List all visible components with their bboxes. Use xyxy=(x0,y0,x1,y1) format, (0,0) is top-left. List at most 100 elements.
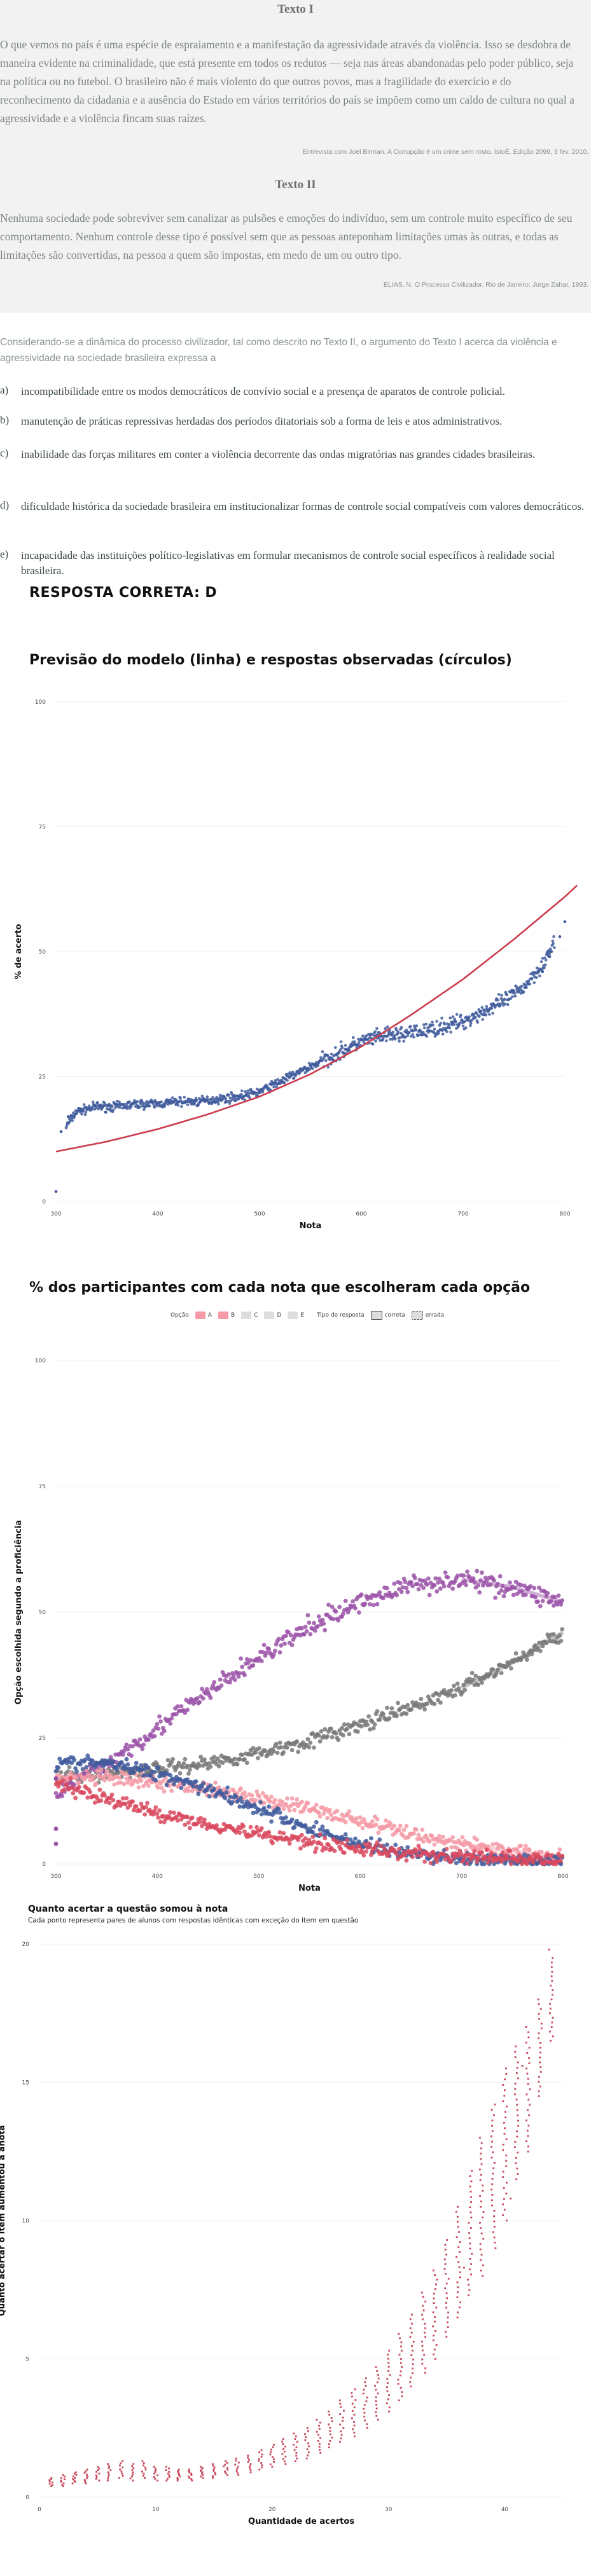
observed-point xyxy=(479,1010,483,1013)
option-c-point xyxy=(257,1807,261,1812)
option-a-point xyxy=(471,1853,476,1857)
gain-point xyxy=(247,2461,249,2463)
gain-point xyxy=(95,2476,98,2478)
gain-point xyxy=(539,2061,541,2064)
option-a-point xyxy=(314,1846,319,1851)
observed-point xyxy=(180,1105,183,1108)
option-e-point xyxy=(557,1633,562,1638)
gain-point xyxy=(155,2469,156,2471)
option-d-point xyxy=(272,1652,276,1657)
option-d-point xyxy=(403,1579,408,1584)
observed-point xyxy=(431,1020,434,1024)
option-b-point xyxy=(123,1771,128,1776)
gain-point xyxy=(515,2099,518,2100)
observed-point xyxy=(228,1102,232,1105)
observed-point xyxy=(499,997,503,1000)
gain-point xyxy=(342,2420,344,2422)
option-d-point xyxy=(461,1573,466,1578)
option-c-point xyxy=(277,1810,282,1815)
option-b-point xyxy=(317,1814,323,1819)
option-c-point xyxy=(353,1836,358,1841)
option-c-point xyxy=(274,1810,279,1815)
option-b-point xyxy=(76,1780,81,1785)
gain-point xyxy=(539,2071,542,2073)
gain-point xyxy=(52,2481,53,2484)
option-b-point xyxy=(102,1778,107,1783)
option-a-point xyxy=(156,1815,161,1820)
observed-point xyxy=(406,1034,410,1038)
gain-point xyxy=(504,2078,506,2081)
observed-point xyxy=(464,1026,468,1029)
gain-point xyxy=(539,2008,542,2010)
option-d-point xyxy=(445,1575,450,1580)
option-a-point xyxy=(185,1814,190,1819)
option-d-point xyxy=(259,1659,264,1664)
gain-point xyxy=(458,2231,460,2233)
gain-point xyxy=(258,2451,260,2453)
gain-point xyxy=(273,2444,275,2446)
option-d-point xyxy=(496,1591,501,1596)
gain-point xyxy=(397,2383,400,2385)
gain-point xyxy=(212,2470,215,2472)
gain-point xyxy=(400,2358,402,2360)
gain-point xyxy=(538,2037,539,2039)
option-d-point xyxy=(175,1704,180,1709)
option-c-point xyxy=(83,1757,88,1762)
option-e-point xyxy=(377,1717,382,1722)
option-e-point xyxy=(330,1735,335,1739)
gain-point xyxy=(141,2460,144,2462)
gain-point xyxy=(410,2331,413,2334)
gain-point xyxy=(364,2381,366,2383)
gain-point xyxy=(401,2350,403,2352)
option-b-point xyxy=(328,1807,332,1812)
gain-point xyxy=(338,2399,341,2402)
observed-point xyxy=(449,1031,452,1034)
gain-point xyxy=(549,2003,551,2005)
option-d-point xyxy=(179,1704,184,1709)
gain-point xyxy=(502,2176,504,2178)
option-d-point xyxy=(257,1656,261,1661)
gain-point xyxy=(87,2476,88,2477)
option-b-point xyxy=(432,1842,437,1847)
option-a-point xyxy=(545,1853,550,1857)
gain-point xyxy=(550,1975,553,1978)
option-e-point xyxy=(438,1700,443,1705)
option-d-point xyxy=(156,1726,161,1731)
option-d-point xyxy=(398,1580,403,1586)
gain-point xyxy=(516,2130,518,2132)
option-a-point xyxy=(483,1856,488,1861)
option-b-point xyxy=(289,1796,295,1801)
legend-option-e: E xyxy=(300,1312,305,1319)
chart2-title: % dos participantes com cada nota que es… xyxy=(29,1280,531,1296)
gain-point xyxy=(190,2472,192,2475)
option-a-point xyxy=(484,1847,489,1853)
observed-point xyxy=(115,1099,119,1103)
option-d-point xyxy=(313,1628,317,1633)
gain-point xyxy=(423,2353,426,2356)
observed-point xyxy=(509,997,512,1000)
option-d-point xyxy=(520,1589,524,1594)
option-a-point xyxy=(340,1840,344,1846)
gain-point xyxy=(295,2452,298,2454)
gain-point xyxy=(480,2200,482,2203)
observed-point xyxy=(394,1038,397,1041)
option-b-point xyxy=(416,1832,421,1837)
y-axis-label: % de acerto xyxy=(14,924,24,979)
observed-point xyxy=(339,1040,343,1043)
option-b-point xyxy=(401,1827,407,1832)
gain-point xyxy=(200,2476,202,2477)
option-a-point xyxy=(323,1835,328,1840)
option-a-point xyxy=(382,1846,387,1851)
option-c-point xyxy=(53,1769,59,1774)
gain-point xyxy=(515,2178,518,2181)
option-d-point xyxy=(475,1568,480,1573)
option-e-point xyxy=(67,1765,72,1769)
gain-point xyxy=(119,2469,121,2470)
observed-point xyxy=(124,1105,128,1108)
gain-point xyxy=(269,2463,272,2465)
observed-point xyxy=(480,1006,484,1009)
option-d-point xyxy=(286,1630,291,1634)
gain-point xyxy=(122,2466,123,2469)
gain-point xyxy=(538,2032,540,2034)
option-d-point xyxy=(478,1578,483,1583)
